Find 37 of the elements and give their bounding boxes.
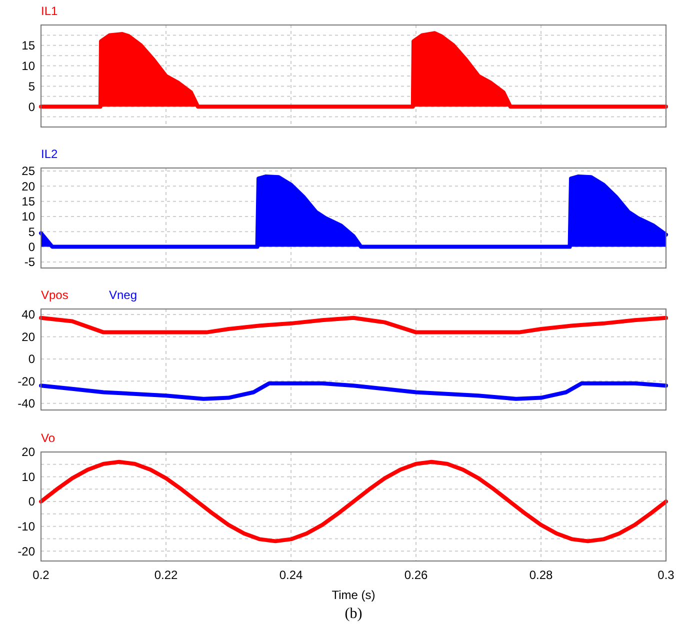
y-tick-label: 10 [22,59,36,73]
y-tick-label: 5 [28,79,36,94]
y-tick-label: 5 [28,224,36,239]
text: IL2 [41,147,58,161]
x-axis-title: Time (s) [332,588,376,602]
x-tick-label: 0.22 [154,568,178,582]
line-series [39,316,668,334]
y-tick-label: -5 [24,255,36,270]
y-tick-label: 20 [22,330,36,344]
line-series [39,381,668,401]
line-series [39,460,668,544]
text: Vo [41,431,56,445]
text: (b) [344,606,362,622]
text: Vneg [109,288,138,302]
y-tick-label: 10 [22,210,36,224]
y-tick-label: -40 [18,396,36,411]
y-tick-label: -20 [18,374,36,388]
y-tick-label: 15 [22,194,36,209]
y-tick-label: 0 [28,100,36,114]
series-label: Vpos [41,288,68,302]
x-tick-label: 0.24 [279,568,303,582]
x-tick-label: 0.3 [658,568,675,582]
y-tick-label: 40 [22,308,36,322]
y-tick-label: -10 [18,520,36,534]
y-tick-label: 15 [22,38,36,53]
y-tick-label: 20 [22,179,36,194]
y-tick-label: 10 [22,470,36,484]
x-tick-label: 0.2 [32,568,50,582]
y-tick-label: 0 [28,494,36,509]
y-tick-label: 0 [28,240,36,254]
text: IL1 [41,4,58,18]
x-tick-label: 0.26 [404,568,428,582]
y-tick-label: 20 [22,445,36,460]
x-tick-label: 0.28 [529,568,553,582]
y-tick-label: 25 [22,164,36,178]
y-tick-label: 0 [28,352,36,366]
y-tick-label: -20 [18,544,36,558]
